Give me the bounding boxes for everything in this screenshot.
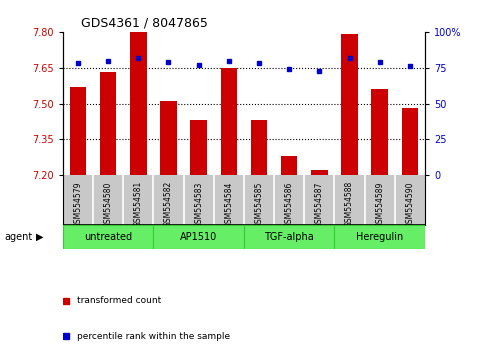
Bar [244,224,334,249]
Bar [100,73,116,175]
Text: Heregulin: Heregulin [356,232,403,242]
Text: GDS4361 / 8047865: GDS4361 / 8047865 [81,16,208,29]
Bar [341,34,358,175]
Bar [154,224,244,249]
Bar [190,120,207,175]
Text: GSM554579: GSM554579 [73,181,83,228]
Text: GSM554586: GSM554586 [284,181,294,228]
Text: AP1510: AP1510 [180,232,217,242]
Text: percentile rank within the sample: percentile rank within the sample [77,332,230,341]
Bar [402,108,418,175]
Text: GSM554585: GSM554585 [255,181,264,228]
Text: transformed count: transformed count [77,296,161,306]
Bar [334,224,425,249]
Text: GSM554582: GSM554582 [164,181,173,227]
Bar [311,171,327,175]
Text: TGF-alpha: TGF-alpha [264,232,314,242]
Text: GSM554589: GSM554589 [375,181,384,228]
Text: GSM554583: GSM554583 [194,181,203,228]
Bar [63,224,154,249]
Bar [221,68,237,175]
Bar [251,120,267,175]
Text: agent: agent [5,232,33,242]
Text: GSM554590: GSM554590 [405,181,414,228]
Bar [281,156,298,175]
Text: GSM554584: GSM554584 [224,181,233,228]
Text: GSM554588: GSM554588 [345,181,354,227]
Bar [371,89,388,175]
Text: ▶: ▶ [36,232,44,242]
Bar [130,32,146,175]
Bar [70,87,86,175]
Bar [160,101,177,175]
Text: untreated: untreated [84,232,132,242]
Text: GSM554587: GSM554587 [315,181,324,228]
Text: GSM554580: GSM554580 [103,181,113,228]
Text: GSM554581: GSM554581 [134,181,143,227]
